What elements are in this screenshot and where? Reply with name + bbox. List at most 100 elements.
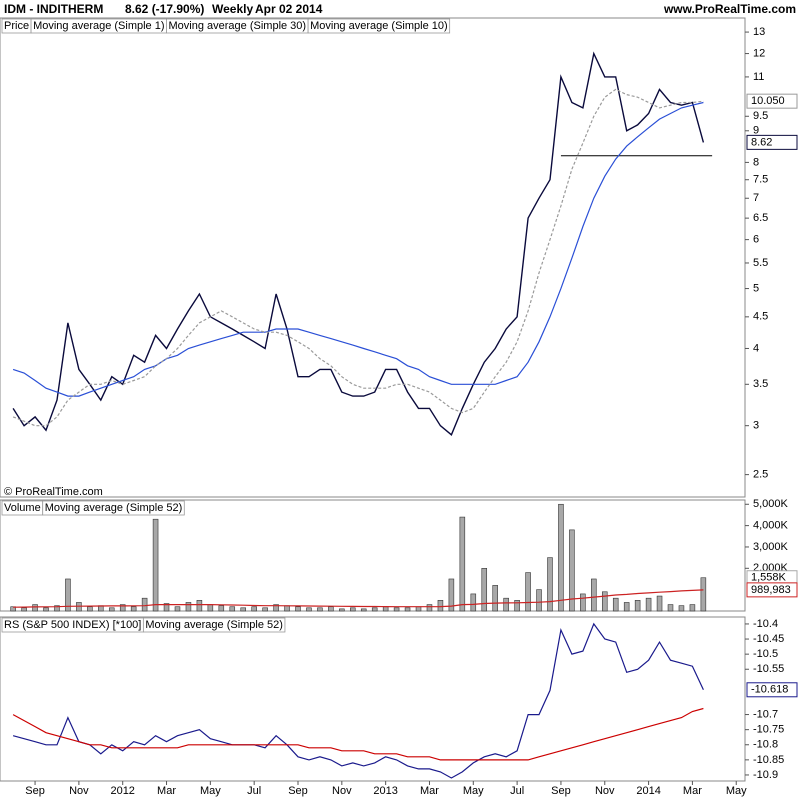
series-line bbox=[12, 88, 704, 427]
volume-bar bbox=[360, 608, 367, 612]
volume-bar bbox=[492, 585, 498, 612]
volume-bar bbox=[251, 606, 257, 612]
last-value-label: 989,983 bbox=[751, 584, 791, 596]
legend-item: Volume bbox=[4, 502, 41, 514]
volume-bar bbox=[32, 604, 38, 612]
x-tick-label: May bbox=[463, 785, 484, 797]
x-tick-label: May bbox=[200, 785, 221, 797]
series-line bbox=[13, 589, 704, 608]
volume-bar bbox=[601, 591, 608, 612]
last-value-box bbox=[746, 93, 798, 109]
volume-bar bbox=[415, 606, 422, 612]
y-tick-label: 12 bbox=[753, 47, 765, 59]
legend-item: Moving average (Simple 1) bbox=[33, 20, 164, 32]
x-tick-label: Sep bbox=[551, 785, 571, 797]
y-tick-label: 4 bbox=[753, 342, 759, 354]
volume-bar bbox=[218, 605, 225, 612]
legend-item: Moving average (Simple 30) bbox=[169, 20, 307, 32]
legend-box bbox=[142, 617, 286, 633]
ticker: IDM - INDITHERM bbox=[4, 2, 103, 16]
volume-bar bbox=[404, 607, 411, 612]
x-tick-label: 2014 bbox=[636, 785, 660, 797]
y-tick-label: 4.5 bbox=[753, 311, 768, 323]
copyright: © ProRealTime.com bbox=[4, 486, 103, 498]
legend-item: Price bbox=[4, 20, 29, 32]
volume-bar bbox=[645, 597, 652, 612]
y-tick-label: 3 bbox=[753, 420, 759, 432]
volume-bar bbox=[459, 516, 466, 612]
volume-bar bbox=[558, 503, 564, 612]
volume-bar bbox=[481, 568, 488, 612]
last-value-label: 8.62 bbox=[751, 136, 772, 148]
volume-bar bbox=[262, 607, 268, 612]
series-line bbox=[12, 101, 704, 397]
volume-bar bbox=[240, 607, 246, 612]
y-tick-label: 5 bbox=[753, 282, 759, 294]
volume-bar bbox=[448, 578, 455, 612]
panel-frame bbox=[0, 616, 746, 782]
x-tick-label: Jul bbox=[510, 785, 524, 797]
volume-bar bbox=[547, 557, 553, 612]
volume-bar bbox=[65, 578, 71, 612]
volume-bar bbox=[119, 604, 126, 612]
volume-bar bbox=[207, 604, 214, 612]
legend-item: Moving average (Simple 52) bbox=[45, 502, 183, 514]
x-tick-label: Sep bbox=[288, 785, 308, 797]
x-tick-label: Mar bbox=[683, 785, 702, 797]
x-tick-label: Jul bbox=[247, 785, 261, 797]
volume-bar bbox=[152, 518, 159, 612]
last-value-label: 1,558K bbox=[751, 572, 787, 584]
volume-bar bbox=[141, 597, 148, 612]
y-tick-label: 13 bbox=[753, 26, 765, 38]
volume-bar bbox=[536, 589, 542, 612]
legend-item: RS (S&P 500 INDEX) [*100] bbox=[4, 619, 141, 631]
y-tick-label: 8 bbox=[753, 156, 759, 168]
legend-item: Moving average (Simple 52) bbox=[145, 619, 283, 631]
volume-bar bbox=[667, 604, 674, 612]
y-tick-label: -10.4 bbox=[753, 618, 778, 630]
x-tick-label: Sep bbox=[25, 785, 45, 797]
y-tick-label: -10.9 bbox=[753, 769, 778, 781]
volume-bar bbox=[569, 529, 575, 612]
volume-bar bbox=[634, 600, 641, 612]
x-tick-label: Mar bbox=[420, 785, 439, 797]
y-tick-label: 3,000K bbox=[753, 541, 789, 553]
y-tick-label: -10.5 bbox=[753, 648, 778, 660]
period: Weekly bbox=[212, 2, 253, 16]
legend-item: Moving average (Simple 10) bbox=[310, 20, 448, 32]
y-tick-label: -10.45 bbox=[753, 633, 784, 645]
legend-box bbox=[307, 18, 451, 34]
volume-bar bbox=[87, 606, 93, 612]
y-tick-label: 6 bbox=[753, 234, 759, 246]
y-tick-label: 11 bbox=[753, 71, 764, 83]
volume-bar bbox=[43, 607, 49, 612]
volume-bar bbox=[174, 606, 181, 612]
x-tick-label: Nov bbox=[595, 785, 615, 797]
volume-bar bbox=[54, 605, 60, 612]
x-tick-label: Mar bbox=[157, 785, 176, 797]
volume-bar bbox=[393, 607, 400, 612]
y-tick-label: 5.5 bbox=[753, 257, 768, 269]
x-tick-label: May bbox=[726, 785, 747, 797]
last-value-box bbox=[746, 134, 798, 150]
volume-bar bbox=[623, 602, 630, 612]
y-tick-label: -10.7 bbox=[753, 708, 778, 720]
volume-bar bbox=[350, 607, 356, 612]
y-tick-label: 6.5 bbox=[753, 212, 768, 224]
volume-bar bbox=[196, 600, 203, 612]
legend-box bbox=[42, 500, 185, 516]
y-tick-label: 9.5 bbox=[753, 110, 768, 122]
volume-bar bbox=[317, 607, 323, 612]
volume-bar bbox=[21, 607, 27, 612]
panel-frame bbox=[0, 17, 746, 498]
volume-bar bbox=[273, 604, 279, 612]
volume-bar bbox=[163, 603, 170, 612]
volume-bar bbox=[503, 597, 509, 612]
volume-bar bbox=[525, 572, 531, 612]
volume-bar bbox=[591, 578, 597, 612]
x-tick-label: Nov bbox=[69, 785, 89, 797]
volume-bar bbox=[284, 605, 290, 612]
volume-bar bbox=[108, 607, 115, 612]
volume-bar bbox=[382, 606, 389, 612]
